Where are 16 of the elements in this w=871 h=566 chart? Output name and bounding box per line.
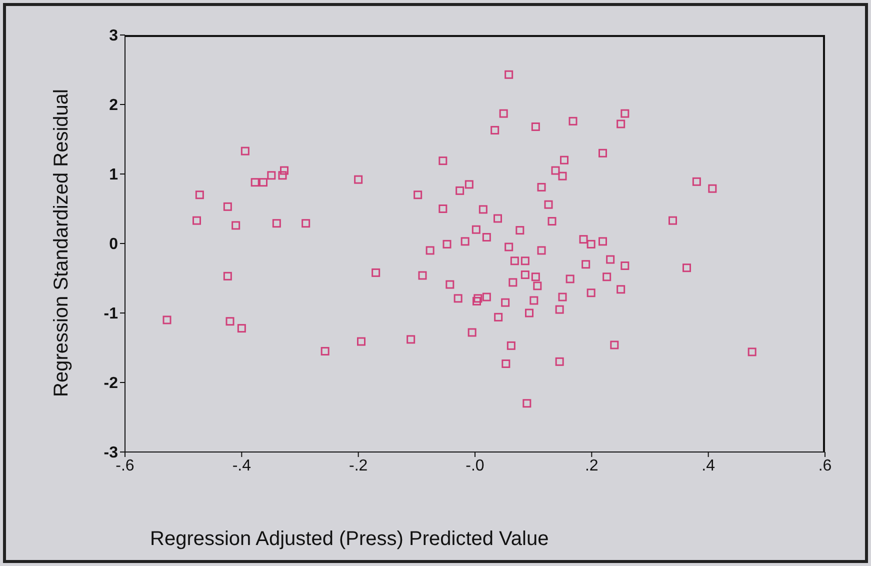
y-tick-label: -2 <box>104 375 118 392</box>
y-tick-label: 3 <box>109 28 118 45</box>
x-tick-label: .4 <box>702 457 716 474</box>
y-tick-label: -3 <box>104 444 118 462</box>
y-tick-label: -1 <box>104 306 118 323</box>
x-tick-label: .2 <box>584 457 598 474</box>
x-tick-label: -.4 <box>232 457 252 474</box>
y-tick-label: 2 <box>109 97 118 114</box>
y-tick-label: 1 <box>109 166 118 184</box>
x-tick-label: -.2 <box>348 457 368 474</box>
x-tick-label: -.6 <box>116 457 134 474</box>
y-tick-label: 0 <box>109 236 118 254</box>
y-axis-title: Regression Standardized Residual <box>50 89 74 397</box>
x-tick-label: .6 <box>818 457 832 474</box>
x-tick-label: -.0 <box>466 457 484 474</box>
x-axis-title: Regression Adjusted (Press) Predicted Value <box>150 528 549 551</box>
